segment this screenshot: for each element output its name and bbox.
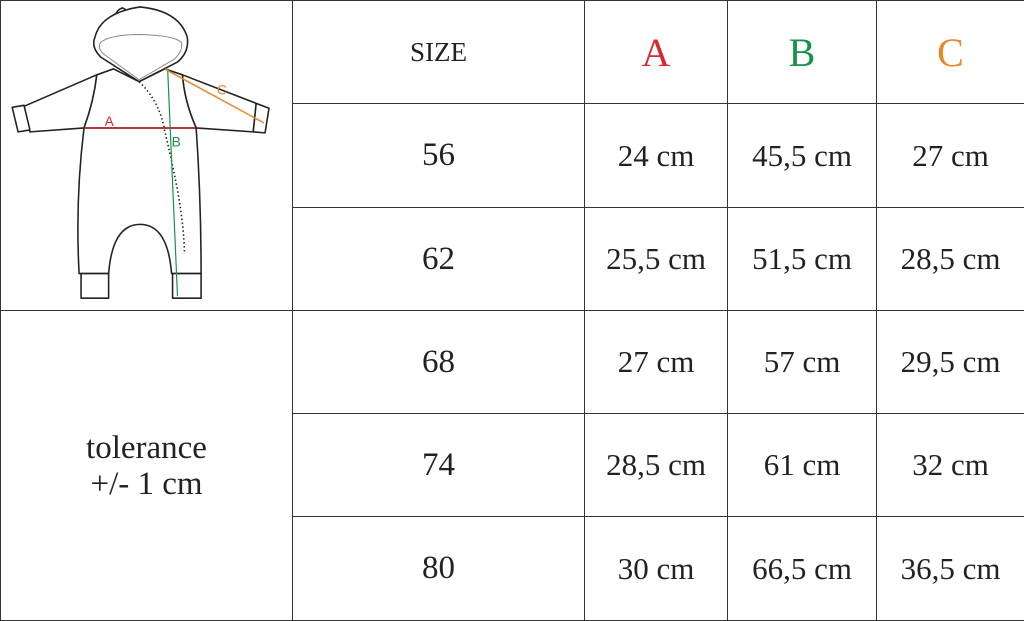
size-cell: 68 bbox=[293, 311, 585, 414]
label-c: C bbox=[217, 83, 227, 98]
value-b: 61 cm bbox=[728, 414, 877, 517]
label-a: A bbox=[105, 114, 115, 129]
value-a: 28,5 cm bbox=[585, 414, 728, 517]
value-b: 45,5 cm bbox=[728, 104, 877, 208]
value-b: 51,5 cm bbox=[728, 208, 877, 311]
header-row: A B C SIZE A B C bbox=[1, 1, 1024, 104]
value-b: 57 cm bbox=[728, 311, 877, 414]
tolerance-note: tolerance +/- 1 cm bbox=[1, 311, 293, 621]
value-a: 24 cm bbox=[585, 104, 728, 208]
left-leg-cuff bbox=[81, 274, 109, 299]
value-c: 28,5 cm bbox=[877, 208, 1024, 311]
column-c-header: C bbox=[877, 1, 1024, 104]
value-b: 66,5 cm bbox=[728, 517, 877, 621]
size-cell: 62 bbox=[293, 208, 585, 311]
value-a: 25,5 cm bbox=[585, 208, 728, 311]
size-cell: 56 bbox=[293, 104, 585, 208]
column-a-header: A bbox=[585, 1, 728, 104]
tolerance-line2: +/- 1 cm bbox=[1, 466, 292, 502]
romper-illustration-cell: A B C bbox=[1, 1, 293, 311]
size-header: SIZE bbox=[293, 1, 585, 104]
column-b-header: B bbox=[728, 1, 877, 104]
value-a: 27 cm bbox=[585, 311, 728, 414]
romper-illustration: A B C bbox=[1, 3, 291, 308]
value-a: 30 cm bbox=[585, 517, 728, 621]
value-c: 27 cm bbox=[877, 104, 1024, 208]
tolerance-line1: tolerance bbox=[1, 430, 292, 466]
table-row: tolerance +/- 1 cm 68 27 cm 57 cm 29,5 c… bbox=[1, 311, 1024, 414]
value-c: 29,5 cm bbox=[877, 311, 1024, 414]
value-c: 36,5 cm bbox=[877, 517, 1024, 621]
value-c: 32 cm bbox=[877, 414, 1024, 517]
size-cell: 74 bbox=[293, 414, 585, 517]
size-cell: 80 bbox=[293, 517, 585, 621]
body bbox=[78, 128, 201, 274]
label-b: B bbox=[172, 135, 181, 150]
